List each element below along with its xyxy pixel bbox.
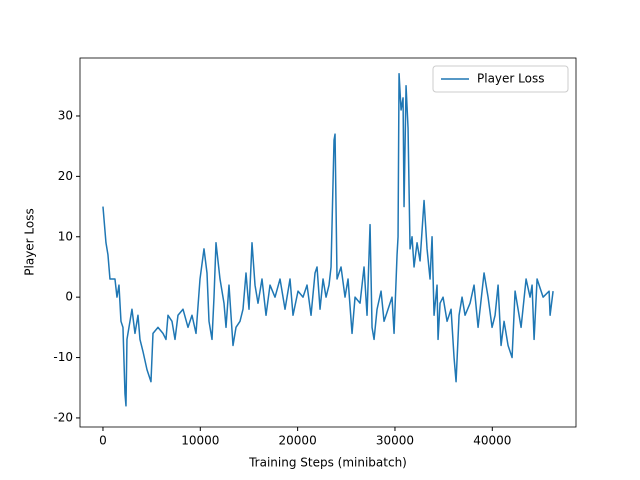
x-tick-label: 20000 bbox=[279, 434, 317, 448]
y-axis-label: Player Loss bbox=[23, 208, 37, 275]
y-tick-label: -20 bbox=[53, 410, 73, 424]
y-tick-label: 10 bbox=[58, 229, 73, 243]
plot-area bbox=[80, 58, 576, 427]
x-tick-label: 10000 bbox=[181, 434, 219, 448]
data-line bbox=[102, 72, 554, 407]
y-tick-label: -10 bbox=[53, 350, 73, 364]
legend-label: Player Loss bbox=[477, 72, 544, 86]
x-tick-label: 30000 bbox=[376, 434, 414, 448]
plot-frame bbox=[79, 57, 577, 428]
x-axis-label: Training Steps (minibatch) bbox=[248, 456, 407, 470]
y-tick-label: 30 bbox=[58, 108, 73, 122]
x-tick-label: 0 bbox=[99, 434, 107, 448]
x-tick-label: 40000 bbox=[473, 434, 511, 448]
y-tick-label: 20 bbox=[58, 169, 73, 183]
legend-box bbox=[432, 65, 569, 93]
y-tick-label: 0 bbox=[65, 290, 73, 304]
